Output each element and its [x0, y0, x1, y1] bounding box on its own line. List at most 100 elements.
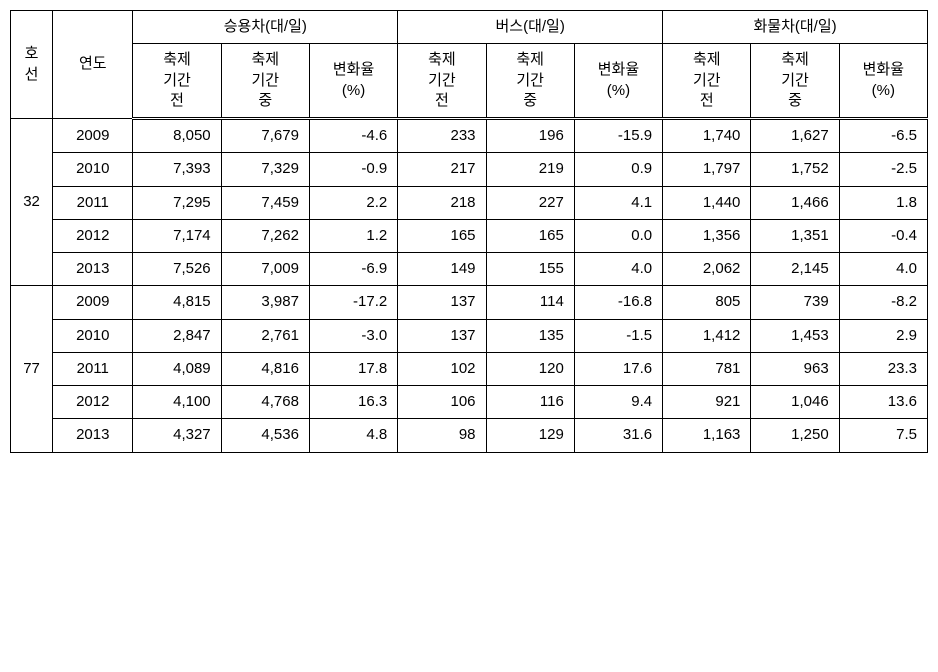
cell-value: 102	[398, 352, 486, 385]
cell-value: 3,987	[221, 286, 309, 319]
cell-value: 4,536	[221, 419, 309, 452]
cell-value: 4,768	[221, 386, 309, 419]
cell-year: 2010	[53, 153, 133, 186]
cell-value: 120	[486, 352, 574, 385]
cell-year: 2009	[53, 119, 133, 153]
cell-value: 0.0	[574, 219, 662, 252]
table-row: 7720094,8153,987-17.2137114-16.8805739-8…	[11, 286, 928, 319]
cell-value: 2,062	[663, 253, 751, 286]
cell-year: 2012	[53, 386, 133, 419]
cell-value: 165	[486, 219, 574, 252]
cell-value: 217	[398, 153, 486, 186]
cell-route: 77	[11, 286, 53, 452]
cell-value: 0.9	[574, 153, 662, 186]
cell-value: 219	[486, 153, 574, 186]
header-car-during: 축제 기간 중	[221, 44, 309, 119]
cell-value: 1,752	[751, 153, 839, 186]
table-row: 20114,0894,81617.810212017.678196323.3	[11, 352, 928, 385]
cell-value: 4,816	[221, 352, 309, 385]
cell-value: 114	[486, 286, 574, 319]
cell-value: -3.0	[309, 319, 397, 352]
cell-value: -4.6	[309, 119, 397, 153]
cell-value: 8,050	[133, 119, 221, 153]
cell-value: 7.5	[839, 419, 927, 452]
cell-value: 2,847	[133, 319, 221, 352]
cell-value: 1,627	[751, 119, 839, 153]
cell-value: 218	[398, 186, 486, 219]
table-row: 3220098,0507,679-4.6233196-15.91,7401,62…	[11, 119, 928, 153]
cell-year: 2011	[53, 186, 133, 219]
cell-value: 963	[751, 352, 839, 385]
cell-value: 1,351	[751, 219, 839, 252]
cell-value: 1,250	[751, 419, 839, 452]
table-row: 20127,1747,2621.21651650.01,3561,351-0.4	[11, 219, 928, 252]
cell-value: 137	[398, 286, 486, 319]
cell-value: 4,815	[133, 286, 221, 319]
header-route: 호 선	[11, 11, 53, 119]
cell-value: -6.5	[839, 119, 927, 153]
table-body: 3220098,0507,679-4.6233196-15.91,7401,62…	[11, 119, 928, 453]
cell-value: 16.3	[309, 386, 397, 419]
cell-value: 129	[486, 419, 574, 452]
cell-value: 9.4	[574, 386, 662, 419]
cell-value: 921	[663, 386, 751, 419]
header-group-car: 승용차(대/일)	[133, 11, 398, 44]
cell-value: 1,440	[663, 186, 751, 219]
cell-value: 106	[398, 386, 486, 419]
cell-year: 2011	[53, 352, 133, 385]
cell-value: 7,329	[221, 153, 309, 186]
traffic-table: 호 선 연도 승용차(대/일) 버스(대/일) 화물차(대/일) 축제 기간 전…	[10, 10, 928, 453]
cell-value: 4,327	[133, 419, 221, 452]
header-trk-rate: 변화율 (%)	[839, 44, 927, 119]
cell-value: 196	[486, 119, 574, 153]
header-bus-during: 축제 기간 중	[486, 44, 574, 119]
cell-value: 7,009	[221, 253, 309, 286]
cell-value: 1,412	[663, 319, 751, 352]
cell-value: -1.5	[574, 319, 662, 352]
table-row: 20137,5267,009-6.91491554.02,0622,1454.0	[11, 253, 928, 286]
cell-value: 137	[398, 319, 486, 352]
header-trk-before: 축제 기간 전	[663, 44, 751, 119]
cell-value: -6.9	[309, 253, 397, 286]
cell-value: -8.2	[839, 286, 927, 319]
cell-value: 781	[663, 352, 751, 385]
cell-value: 2,145	[751, 253, 839, 286]
cell-value: 7,174	[133, 219, 221, 252]
cell-value: 23.3	[839, 352, 927, 385]
cell-value: 155	[486, 253, 574, 286]
cell-value: 1,797	[663, 153, 751, 186]
cell-value: 4,100	[133, 386, 221, 419]
cell-value: -15.9	[574, 119, 662, 153]
cell-value: 17.8	[309, 352, 397, 385]
cell-value: 4.0	[839, 253, 927, 286]
cell-value: 7,679	[221, 119, 309, 153]
cell-year: 2010	[53, 319, 133, 352]
cell-value: 1.8	[839, 186, 927, 219]
cell-value: -17.2	[309, 286, 397, 319]
cell-value: 1,163	[663, 419, 751, 452]
cell-value: -0.4	[839, 219, 927, 252]
cell-year: 2012	[53, 219, 133, 252]
cell-value: 227	[486, 186, 574, 219]
header-trk-during: 축제 기간 중	[751, 44, 839, 119]
table-row: 20102,8472,761-3.0137135-1.51,4121,4532.…	[11, 319, 928, 352]
header-bus-rate: 변화율 (%)	[574, 44, 662, 119]
table-header: 호 선 연도 승용차(대/일) 버스(대/일) 화물차(대/일) 축제 기간 전…	[11, 11, 928, 119]
cell-value: 1,466	[751, 186, 839, 219]
cell-value: 7,393	[133, 153, 221, 186]
cell-value: 233	[398, 119, 486, 153]
header-year: 연도	[53, 11, 133, 119]
cell-value: 805	[663, 286, 751, 319]
cell-value: 1,453	[751, 319, 839, 352]
cell-value: -2.5	[839, 153, 927, 186]
cell-value: 2,761	[221, 319, 309, 352]
table-row: 20134,3274,5364.89812931.61,1631,2507.5	[11, 419, 928, 452]
cell-value: 7,459	[221, 186, 309, 219]
cell-value: 7,262	[221, 219, 309, 252]
cell-year: 2009	[53, 286, 133, 319]
cell-value: 13.6	[839, 386, 927, 419]
cell-value: 165	[398, 219, 486, 252]
cell-value: 17.6	[574, 352, 662, 385]
cell-value: 7,295	[133, 186, 221, 219]
cell-route: 32	[11, 119, 53, 286]
